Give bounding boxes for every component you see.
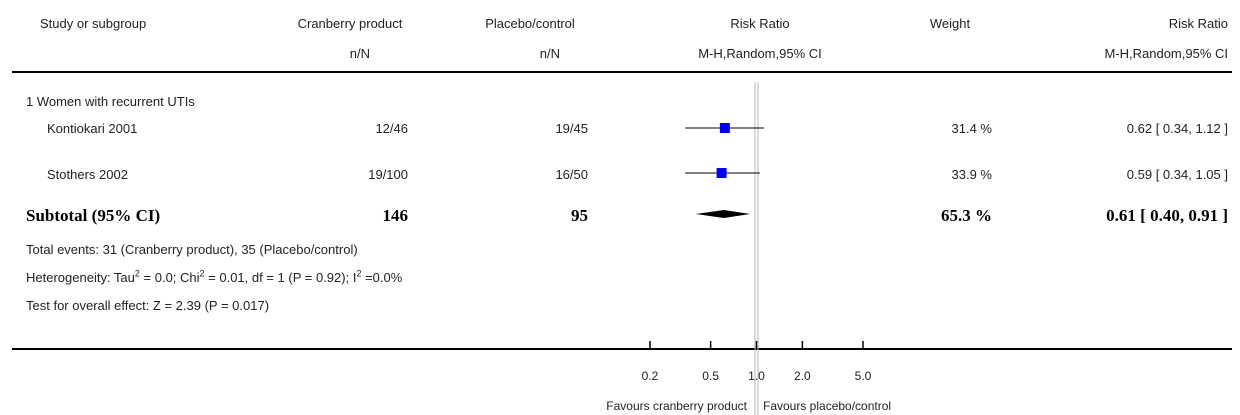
header-plot-rr: Risk Ratio: [730, 16, 790, 31]
tick-label: 1.0: [748, 369, 765, 383]
subtotal-label: Subtotal (95% CI): [26, 206, 161, 225]
header-study: Study or subgroup: [40, 16, 147, 31]
subtotal-weight: 65.3 %: [941, 206, 992, 225]
study-name: Stothers 2002: [47, 167, 128, 182]
header-weight: Weight: [929, 16, 971, 31]
header-placebo: Placebo/control: [485, 16, 575, 31]
total-events: Total events: 31 (Cranberry product), 35…: [26, 242, 358, 257]
study-rr: 0.62 [ 0.34, 1.12 ]: [1126, 121, 1228, 136]
header-cranberry-sub: n/N: [349, 46, 370, 61]
study-weight: 33.9 %: [951, 167, 992, 182]
tick-label: 5.0: [855, 369, 872, 383]
study-rr: 0.59 [ 0.34, 1.05 ]: [1126, 167, 1228, 182]
heterogeneity: Heterogeneity: Tau2 = 0.0; Chi2 = 0.01, …: [26, 268, 403, 285]
tick-label: 2.0: [794, 369, 811, 383]
study-point: [719, 123, 730, 133]
study-point: [716, 168, 727, 178]
header-rule: [12, 71, 1232, 73]
footer-rule: [12, 348, 1232, 350]
study-exp: 19/100: [368, 167, 408, 182]
favours-right-label: Favours placebo/control: [763, 399, 892, 413]
study-name: Kontiokari 2001: [47, 121, 138, 136]
header-plot-sub: M-H,Random,95% CI: [698, 46, 822, 61]
overall-effect: Test for overall effect: Z = 2.39 (P = 0…: [26, 298, 270, 313]
subtotal-exp: 146: [382, 206, 409, 225]
subtotal-ctl: 95: [571, 206, 588, 225]
study-weight: 31.4 %: [951, 121, 992, 136]
tick-label: 0.2: [642, 369, 659, 383]
study-exp: 12/46: [375, 121, 408, 136]
study-ctl: 16/50: [555, 167, 588, 182]
pooled-diamond: [695, 210, 751, 218]
tick-label: 0.5: [702, 369, 719, 383]
header-placebo-sub: n/N: [539, 46, 560, 61]
header-rr-sub: M-H,Random,95% CI: [1104, 46, 1228, 61]
study-ctl: 19/45: [555, 121, 588, 136]
subgroup-label: 1 Women with recurrent UTIs: [26, 94, 195, 109]
favours-left-label: Favours cranberry product: [606, 399, 747, 413]
header-rr: Risk Ratio: [1168, 16, 1228, 31]
header-cranberry: Cranberry product: [297, 16, 403, 31]
subtotal-rr: 0.61 [ 0.40, 0.91 ]: [1106, 206, 1228, 225]
